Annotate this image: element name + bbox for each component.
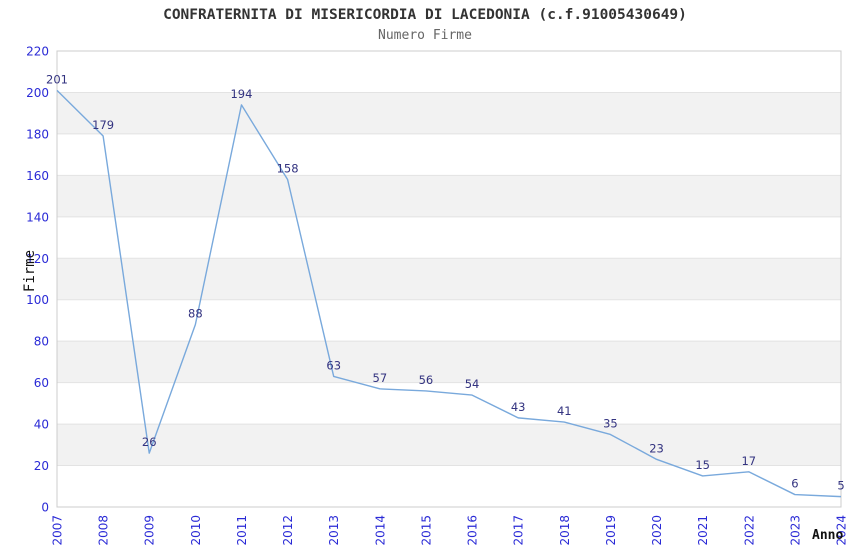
chart-title: CONFRATERNITA DI MISERICORDIA DI LACEDON…	[163, 7, 687, 23]
x-tick-label: 2014	[373, 515, 387, 546]
x-tick-label: 2023	[788, 515, 802, 546]
plot-band	[57, 92, 841, 134]
data-label: 15	[695, 458, 710, 472]
plot-band	[57, 175, 841, 217]
data-label: 35	[603, 416, 618, 430]
data-line	[56, 89, 842, 498]
x-tick-label: 2024	[835, 515, 849, 546]
x-tick-label: 2011	[235, 515, 249, 546]
y-tick-label: 120	[26, 252, 49, 266]
y-tick-label: 180	[26, 127, 49, 141]
y-axis-title: Firme	[22, 249, 38, 293]
x-tick-label: 2012	[281, 515, 295, 546]
data-label: 57	[373, 371, 388, 385]
data-label: 5	[837, 479, 844, 493]
x-tick-label: 2016	[466, 515, 480, 546]
data-label: 201	[46, 72, 68, 86]
x-tick-label: 2021	[696, 515, 710, 546]
x-tick-label: 2008	[97, 515, 111, 546]
plot-band	[57, 341, 841, 383]
x-tick-label: 2022	[742, 515, 756, 546]
y-tick-label: 140	[26, 210, 49, 224]
data-label: 158	[277, 162, 299, 176]
y-tick-label: 200	[26, 86, 49, 100]
y-tick-label: 40	[34, 418, 49, 432]
plot-border	[56, 50, 842, 508]
x-axis-title: Anno	[812, 528, 844, 543]
data-label: 63	[326, 358, 341, 372]
data-label: 54	[465, 377, 480, 391]
y-tick-label: 220	[26, 45, 49, 59]
y-tick-label: 100	[26, 293, 49, 307]
data-label: 88	[188, 307, 203, 321]
x-tick-label: 2015	[419, 515, 433, 546]
x-tick-label: 2013	[327, 515, 341, 546]
data-label: 56	[419, 373, 434, 387]
data-label: 6	[791, 477, 798, 491]
plot-band	[57, 258, 841, 300]
data-label: 41	[557, 404, 572, 418]
x-tick-label: 2019	[604, 515, 618, 546]
data-label: 194	[230, 87, 252, 101]
x-tick-label: 2009	[143, 515, 157, 546]
data-label: 17	[741, 454, 756, 468]
y-tick-label: 0	[41, 501, 49, 515]
y-tick-label: 60	[34, 376, 49, 390]
data-label: 43	[511, 400, 526, 414]
plot-band	[57, 424, 841, 466]
data-label: 23	[649, 441, 664, 455]
data-label: 179	[92, 118, 114, 132]
data-label: 26	[142, 435, 157, 449]
y-tick-label: 80	[34, 335, 49, 349]
chart-subtitle: Numero Firme	[378, 28, 472, 43]
x-tick-label: 2017	[512, 515, 526, 546]
y-tick-label: 160	[26, 169, 49, 183]
x-tick-label: 2020	[650, 515, 664, 546]
y-tick-label: 20	[34, 459, 49, 473]
x-tick-label: 2010	[189, 515, 203, 546]
x-tick-label: 2018	[558, 515, 572, 546]
x-tick-label: 2007	[51, 515, 65, 546]
